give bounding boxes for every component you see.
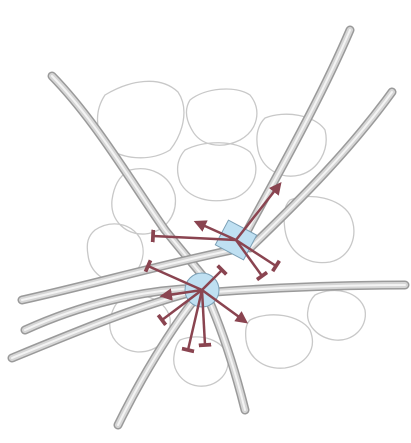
filament-highlight: [51, 75, 211, 286]
cell-outline: [173, 336, 229, 387]
cell-outline: [306, 289, 366, 341]
force-arrow: [193, 220, 237, 242]
force-arrow: [143, 259, 203, 292]
force-arrow: [235, 238, 281, 273]
force-arrow: [150, 229, 237, 243]
force-arrow: [159, 288, 203, 301]
force-arrow: [156, 289, 203, 327]
force-arrow: [181, 289, 204, 354]
force-arrow: [201, 288, 249, 324]
filament: [205, 295, 248, 413]
force-arrows: [143, 182, 282, 354]
force-arrow: [198, 289, 212, 348]
filament-highlight: [24, 287, 201, 331]
filament-highlight: [11, 289, 201, 359]
cell-outline: [244, 314, 313, 369]
filament-highlight: [117, 294, 199, 426]
filament-highlight: [214, 284, 406, 293]
filament-highlight: [207, 297, 246, 411]
cell-outline: [111, 168, 177, 235]
force-arrow: [235, 182, 282, 241]
cell-outline: [185, 88, 258, 146]
filament-highlight: [249, 91, 393, 249]
filament-highlight: [21, 249, 233, 301]
force-arrow: [234, 239, 269, 282]
cell-outline: [176, 142, 257, 202]
cell-outlines: [86, 80, 366, 387]
force-arrow: [201, 264, 228, 291]
